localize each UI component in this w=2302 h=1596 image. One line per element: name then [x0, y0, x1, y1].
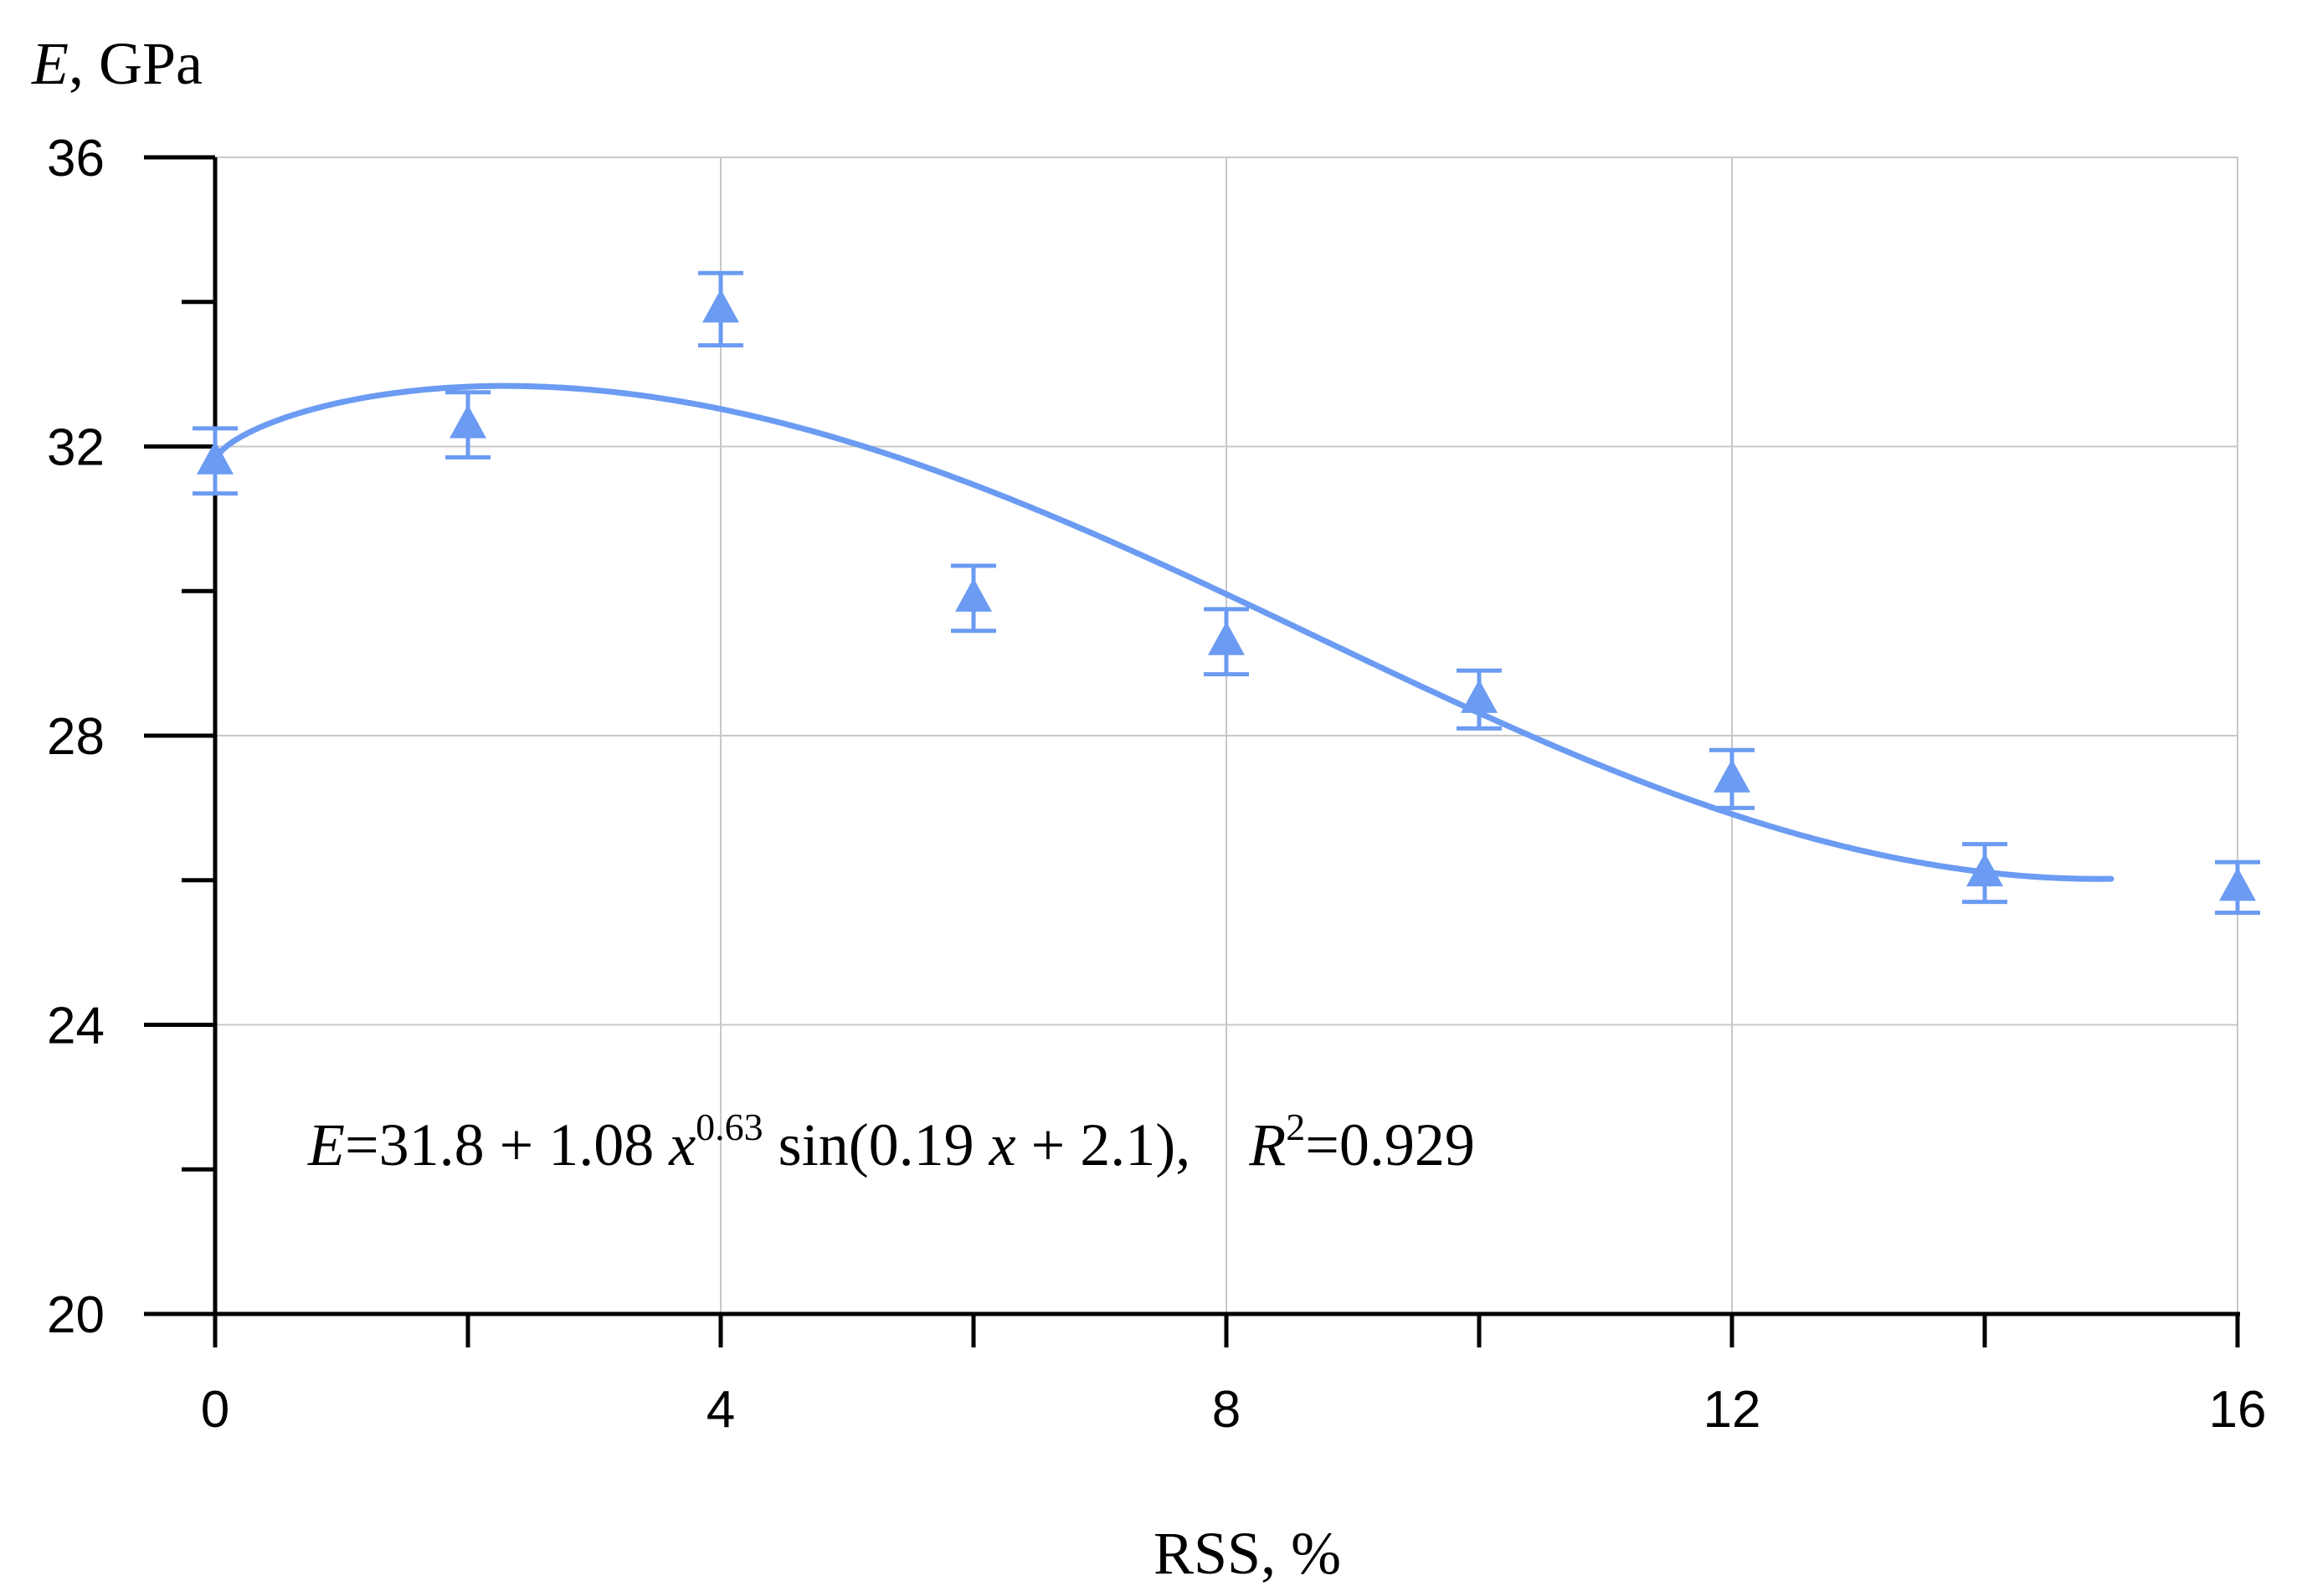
eq-var1: x [668, 1111, 696, 1178]
data-point [1709, 747, 1755, 810]
x-tick-label: 0 [201, 1381, 229, 1439]
data-point [193, 426, 238, 496]
fit-equation: E=31.8 + 1.08 x0.63 sin(0.19 x + 2.1), R2… [307, 1106, 1475, 1178]
axes [144, 155, 2240, 1347]
grid [215, 157, 2238, 1314]
data-points [193, 270, 2260, 916]
eq-var2: x [989, 1111, 1016, 1178]
triangle-marker [1966, 853, 2003, 887]
eq-r-val: =0.929 [1305, 1111, 1475, 1178]
y-tick-label: 20 [47, 1286, 105, 1344]
triangle-marker [1714, 758, 1750, 793]
triangle-marker [1208, 621, 1245, 655]
triangle-marker [2219, 867, 2256, 901]
data-point [2215, 860, 2260, 916]
data-point [1204, 607, 1249, 677]
triangle-marker [955, 577, 992, 612]
eq-r-exp: 2 [1286, 1106, 1305, 1148]
x-tick-label: 8 [1212, 1381, 1241, 1439]
eq-part1: =31.8 + 1.08 [345, 1111, 669, 1178]
data-point [445, 390, 491, 459]
eq-r-var: R [1248, 1111, 1286, 1178]
x-tick-label: 12 [1703, 1381, 1761, 1439]
y-axis-title: E, GPa [31, 30, 203, 97]
x-tick-label: 16 [2209, 1381, 2267, 1439]
tick-labels: 0 4 8 12 16 20 24 28 32 36 [47, 130, 2266, 1439]
y-tick-label: 24 [47, 998, 105, 1055]
data-point [1457, 668, 1502, 731]
eq-part2: sin(0.19 [763, 1111, 989, 1178]
y-tick-label: 32 [47, 419, 105, 477]
fit-curve [212, 382, 2114, 882]
data-point [1962, 842, 2007, 905]
triangle-marker [702, 289, 739, 323]
y-tick-label: 36 [47, 130, 105, 187]
eq-part3: + 2.1), [1016, 1111, 1191, 1178]
y-axis-var: E [31, 30, 69, 97]
eq-exp: 0.63 [696, 1106, 763, 1148]
eq-lhs: E [307, 1111, 345, 1178]
triangle-marker [1461, 679, 1498, 713]
y-axis-unit: , GPa [69, 30, 203, 97]
y-tick-label: 28 [47, 708, 105, 766]
data-point [951, 563, 996, 634]
x-axis-title: RSS, % [1154, 1520, 1341, 1587]
triangle-marker [450, 404, 486, 439]
x-tick-label: 4 [707, 1381, 735, 1439]
triangle-marker [197, 440, 234, 475]
data-point [698, 270, 743, 348]
